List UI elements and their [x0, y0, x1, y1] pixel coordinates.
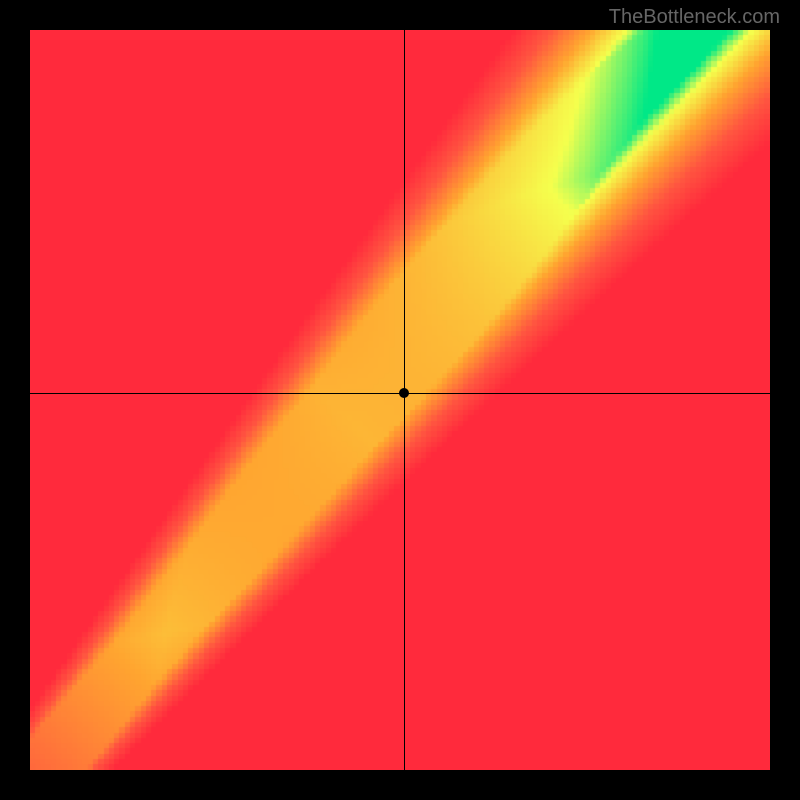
marker-point: [399, 388, 409, 398]
heatmap-canvas: [30, 30, 770, 770]
heatmap-chart: [30, 30, 770, 770]
crosshair-vertical: [404, 30, 405, 770]
watermark-text: TheBottleneck.com: [609, 6, 780, 29]
